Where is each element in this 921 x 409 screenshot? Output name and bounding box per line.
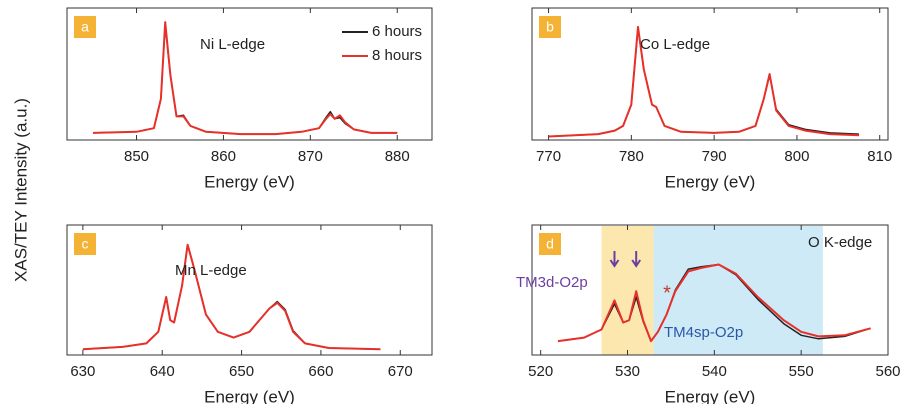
x-tick-label: 560: [875, 363, 900, 380]
annotation: TM3d-O2p: [516, 274, 588, 291]
x-tick-label: 530: [615, 363, 640, 380]
x-tick-label: 650: [229, 363, 254, 380]
plot-frame: [66, 7, 433, 141]
x-axis-label: Energy (eV): [204, 387, 295, 404]
panel-title: Co L-edge: [640, 36, 710, 53]
x-tick-label: 670: [388, 363, 413, 380]
x-tick-label: 800: [784, 148, 809, 165]
panel-letter: b: [546, 19, 554, 35]
plot-frame: [66, 224, 433, 356]
panel-letter: d: [546, 236, 554, 252]
x-tick-label: 660: [308, 363, 333, 380]
x-tick-label: 850: [124, 148, 149, 165]
series-line: [548, 25, 860, 138]
x-axis-label: Energy (eV): [204, 172, 295, 191]
x-axis-label: Energy (eV): [665, 387, 756, 404]
x-tick-label: 860: [211, 148, 236, 165]
x-tick-label: 520: [528, 363, 553, 380]
panel-letter-box: [74, 233, 96, 255]
x-tick-label: 780: [619, 148, 644, 165]
legend-label: 6 hours: [372, 23, 422, 40]
plot-frame: [531, 224, 889, 356]
series-line: [93, 21, 398, 136]
panel-letter: a: [81, 19, 89, 35]
series-line: [82, 243, 381, 351]
panel-letter: c: [82, 236, 89, 252]
shaded-region: [653, 226, 823, 355]
shaded-region: [601, 226, 654, 355]
x-axis-label: Energy (eV): [665, 172, 756, 191]
x-tick-label: 630: [70, 363, 95, 380]
arrow: [631, 251, 642, 268]
panel-letter-box: [539, 233, 561, 255]
annotation: TM4sp-O2p: [664, 324, 743, 341]
x-tick-label: 790: [702, 148, 727, 165]
x-tick-label: 540: [702, 363, 727, 380]
y-axis-label: XAS/TEY Intensity (a.u.): [11, 98, 30, 282]
plot-frame: [531, 7, 889, 141]
x-tick-label: 810: [867, 148, 892, 165]
x-tick-label: 770: [536, 148, 561, 165]
series-line: [82, 243, 381, 350]
x-tick-label: 550: [789, 363, 814, 380]
panel-title: Mn L-edge: [175, 262, 247, 279]
arrow: [609, 251, 620, 268]
panel-title: O K-edge: [808, 234, 872, 251]
panel-letter-box: [539, 16, 561, 38]
x-tick-label: 640: [150, 363, 175, 380]
legend-label: 8 hours: [372, 47, 422, 64]
annotation: *: [663, 282, 671, 304]
x-tick-label: 880: [385, 148, 410, 165]
series-line: [557, 263, 871, 343]
panel-title: Ni L-edge: [200, 36, 265, 53]
x-tick-label: 870: [298, 148, 323, 165]
panel-letter-box: [74, 16, 96, 38]
